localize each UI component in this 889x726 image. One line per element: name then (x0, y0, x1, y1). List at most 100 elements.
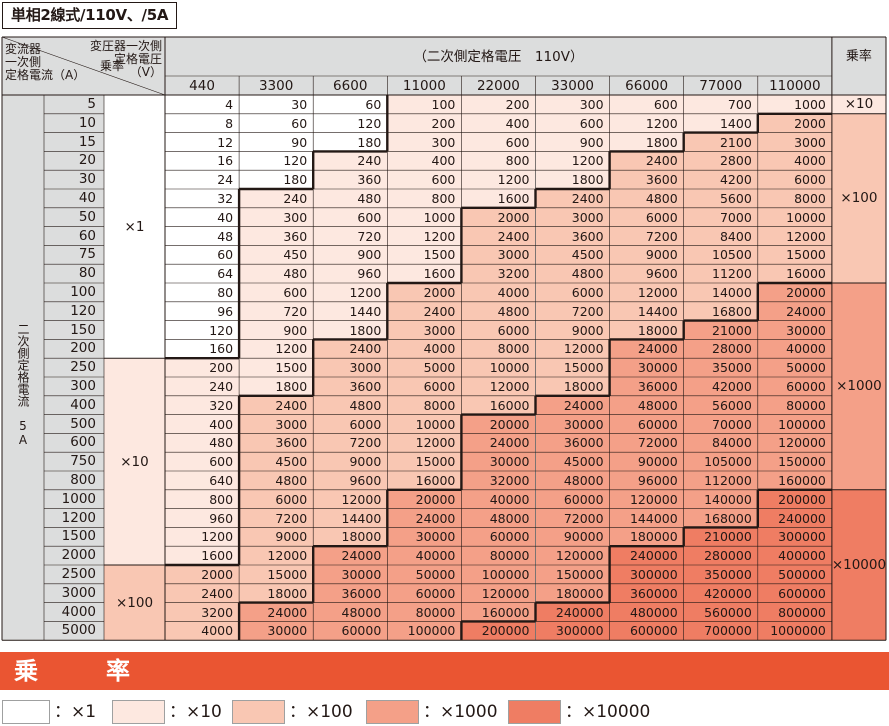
table-cell: 700 (683, 95, 758, 114)
table-cell: 240000 (609, 546, 684, 565)
mult-header-label: 乗率 (100, 59, 125, 73)
table-cell: 30 (239, 95, 314, 114)
current-value: 4000 (44, 602, 104, 622)
table-cell: 1000000 (757, 621, 832, 641)
table-cell: 3200 (165, 602, 240, 622)
table-cell: 10000 (757, 207, 832, 227)
ct-label: 変流器 一次側 定格電流（A） (5, 43, 85, 97)
table-cell: 7200 (609, 226, 684, 246)
current-value: 80 (44, 264, 104, 283)
table-cell: 100 (387, 95, 462, 114)
current-value: 2000 (44, 546, 104, 565)
table-cell: 1400 (683, 113, 758, 133)
table-cell: 6000 (461, 320, 536, 340)
table-cell: 60 (165, 245, 240, 265)
table-cell: 7200 (313, 433, 388, 453)
table-cell: 2400 (535, 189, 610, 208)
table-cell: 30000 (535, 414, 610, 434)
table-cell: 800 (387, 189, 462, 208)
table-cell: 600 (239, 283, 314, 302)
table-cell: 300000 (609, 565, 684, 584)
table-cell: 400000 (757, 546, 832, 565)
table-cell: 960 (165, 508, 240, 528)
table-cell: 1200 (609, 113, 684, 133)
table-cell: 20000 (461, 414, 536, 434)
table-cell: 6000 (313, 414, 388, 434)
table-cell: 450 (239, 245, 314, 265)
legend-band (0, 652, 889, 690)
table-cell: 300000 (535, 621, 610, 641)
table-cell: 9000 (609, 245, 684, 265)
table-cell: 30000 (609, 358, 684, 377)
table-cell: 500000 (757, 565, 832, 584)
table-cell: 900 (239, 320, 314, 340)
table-cell: 80000 (461, 546, 536, 565)
table-cell: 24000 (313, 546, 388, 565)
table-cell: 12000 (387, 433, 462, 453)
table-cell: 7200 (535, 301, 610, 321)
table-cell: 70000 (683, 414, 758, 434)
table-cell: 4800 (461, 301, 536, 321)
table-cell: 45000 (535, 452, 610, 471)
table-cell: 112000 (683, 471, 758, 490)
current-value: 2500 (44, 565, 104, 584)
table-cell: 420000 (683, 583, 758, 603)
table-cell: 4000 (165, 621, 240, 641)
table-cell: 14400 (313, 508, 388, 528)
table-cell: 24000 (757, 301, 832, 321)
legend-label: ：×10 (169, 702, 222, 722)
table-cell: 2400 (387, 301, 462, 321)
table-cell: 800000 (757, 602, 832, 622)
table-cell: 90000 (535, 527, 610, 547)
table-cell: 350000 (683, 565, 758, 584)
table-cell: 800 (165, 489, 240, 509)
table-cell: 40000 (387, 546, 462, 565)
table-cell: 8 (165, 113, 240, 133)
table-cell: 2800 (683, 151, 758, 171)
table-cell: 1200 (239, 339, 314, 359)
table-cell: 32000 (461, 471, 536, 490)
table-cell: 16 (165, 151, 240, 171)
table-cell: 140000 (683, 489, 758, 509)
current-value: 400 (44, 395, 104, 415)
table-cell: 24 (165, 170, 240, 189)
table-cell: 160000 (757, 471, 832, 490)
table-cell: 2000 (387, 283, 462, 302)
table-cell: 3600 (313, 377, 388, 396)
table-cell: 6000 (535, 283, 610, 302)
table-cell: 40 (165, 207, 240, 227)
table-cell: 200000 (757, 489, 832, 509)
table-cell: 8000 (461, 339, 536, 359)
table-cell: 480 (313, 189, 388, 208)
table-cell: 720 (313, 226, 388, 246)
table-cell: 8000 (757, 189, 832, 208)
table-cell: 360 (313, 170, 388, 189)
table-cell: 16000 (461, 395, 536, 415)
table-cell: 1500 (387, 245, 462, 265)
table-cell: 1600 (387, 264, 462, 283)
table-cell: 1000 (387, 207, 462, 227)
table-cell: 360 (239, 226, 314, 246)
table-cell: 42000 (683, 377, 758, 396)
table-cell: 600 (387, 170, 462, 189)
table-cell: 120000 (535, 546, 610, 565)
current-value: 100 (44, 283, 104, 302)
current-value: 1000 (44, 489, 104, 509)
left-multiplier: ×1 (104, 95, 165, 359)
table-cell: 2400 (609, 151, 684, 171)
current-value: 40 (44, 189, 104, 208)
table-cell: 1000 (757, 95, 832, 114)
table-cell: 7200 (239, 508, 314, 528)
table-cell: 16000 (387, 471, 462, 490)
table-cell: 100000 (387, 621, 462, 641)
table-cell: 35000 (683, 358, 758, 377)
table-cell: 11200 (683, 264, 758, 283)
table-cell: 280000 (683, 546, 758, 565)
table-cell: 16000 (757, 264, 832, 283)
table-cell: 60000 (461, 527, 536, 547)
table-cell: 60000 (757, 377, 832, 396)
table-cell: 150000 (535, 565, 610, 584)
table-cell: 3600 (535, 226, 610, 246)
table-cell: 80000 (757, 395, 832, 415)
table-cell: 120 (313, 113, 388, 133)
